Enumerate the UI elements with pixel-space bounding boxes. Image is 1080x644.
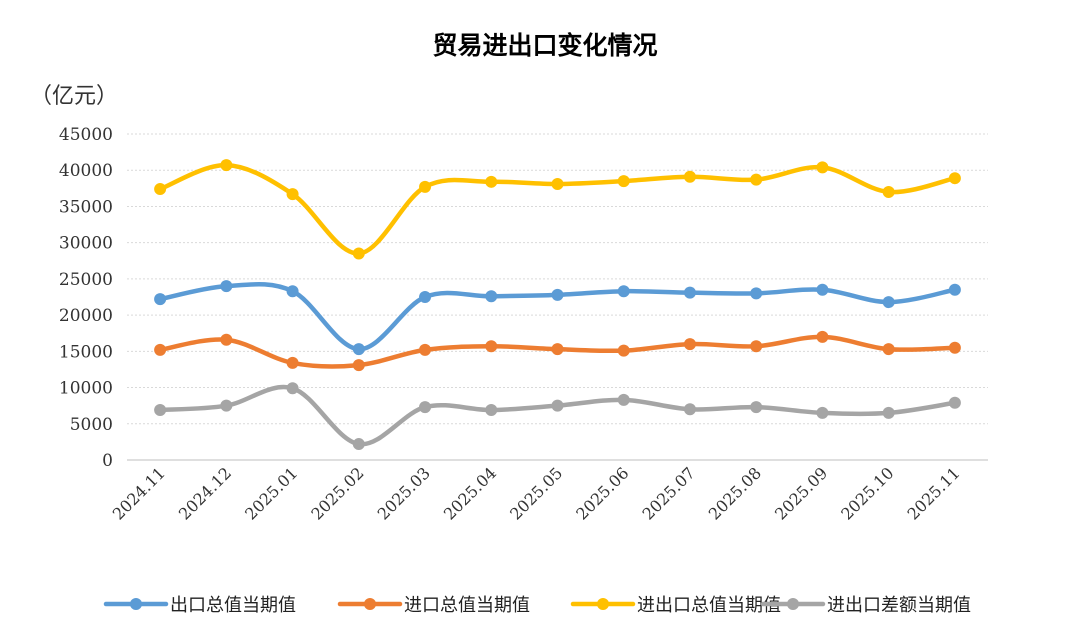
x-tick-label: 2025.11 bbox=[903, 463, 963, 523]
legend-label: 进出口差额当期值 bbox=[827, 595, 971, 616]
legend-label: 进口总值当期值 bbox=[404, 595, 530, 616]
legend-item: 出口总值当期值 bbox=[103, 595, 296, 616]
series-line bbox=[157, 384, 958, 447]
x-tick-label: 2025.06 bbox=[572, 463, 632, 523]
data-point bbox=[750, 287, 763, 300]
data-point bbox=[485, 340, 498, 353]
data-point bbox=[352, 247, 365, 260]
data-point bbox=[617, 175, 630, 188]
data-point bbox=[617, 393, 630, 406]
data-point bbox=[154, 293, 167, 306]
data-point bbox=[154, 343, 167, 356]
data-point bbox=[948, 283, 961, 296]
x-tick-label: 2025.02 bbox=[307, 463, 367, 523]
y-tick-label: 30000 bbox=[59, 234, 113, 254]
data-point bbox=[154, 183, 167, 196]
data-point bbox=[551, 288, 564, 301]
x-tick-label: 2025.04 bbox=[440, 463, 500, 523]
x-tick-label: 2025.09 bbox=[771, 463, 831, 523]
y-tick-label: 40000 bbox=[59, 161, 113, 181]
legend-marker-icon bbox=[364, 598, 376, 610]
data-point bbox=[617, 285, 630, 298]
data-point bbox=[683, 338, 696, 351]
data-point bbox=[419, 343, 432, 356]
legend-item: 进出口差额当期值 bbox=[760, 595, 971, 616]
data-point bbox=[286, 356, 299, 369]
data-point bbox=[683, 170, 696, 183]
data-point bbox=[551, 399, 564, 412]
series-1 bbox=[154, 330, 961, 372]
x-tick-label: 2025.07 bbox=[639, 463, 699, 523]
data-point bbox=[750, 173, 763, 186]
data-point bbox=[352, 438, 365, 451]
data-point bbox=[816, 406, 829, 419]
data-point bbox=[816, 161, 829, 174]
y-axis-unit-label: （亿元） bbox=[30, 84, 118, 109]
series-2 bbox=[154, 159, 961, 260]
data-point bbox=[617, 344, 630, 357]
y-tick-label: 25000 bbox=[59, 270, 113, 290]
y-tick-label: 20000 bbox=[59, 306, 113, 326]
data-point bbox=[220, 159, 233, 172]
legend-item: 进口总值当期值 bbox=[337, 595, 530, 616]
data-point bbox=[286, 382, 299, 395]
data-point bbox=[948, 172, 961, 185]
x-tick-label: 2025.01 bbox=[241, 463, 301, 523]
data-point bbox=[750, 340, 763, 353]
y-tick-label: 5000 bbox=[70, 415, 113, 435]
series-3 bbox=[154, 382, 961, 451]
data-point bbox=[220, 333, 233, 346]
data-point bbox=[750, 401, 763, 414]
data-point bbox=[485, 175, 498, 188]
data-point bbox=[683, 403, 696, 416]
x-tick-label: 2025.03 bbox=[374, 463, 434, 523]
x-tick-label: 2025.08 bbox=[705, 463, 765, 523]
data-point bbox=[352, 343, 365, 356]
x-tick-label: 2024.12 bbox=[175, 463, 235, 523]
data-point bbox=[882, 406, 895, 419]
legend-marker-icon bbox=[130, 598, 142, 610]
data-point bbox=[485, 290, 498, 303]
data-point bbox=[882, 296, 895, 309]
y-tick-label: 0 bbox=[102, 451, 113, 471]
y-tick-label: 10000 bbox=[59, 379, 113, 399]
legend-label: 进出口总值当期值 bbox=[637, 595, 781, 616]
data-point bbox=[419, 291, 432, 303]
data-point bbox=[948, 341, 961, 354]
y-tick-label: 35000 bbox=[59, 197, 113, 217]
data-point bbox=[882, 185, 895, 198]
data-point bbox=[286, 188, 299, 201]
data-point bbox=[816, 330, 829, 343]
data-point bbox=[816, 283, 829, 296]
series-0 bbox=[154, 280, 961, 356]
data-point bbox=[419, 401, 432, 414]
x-tick-label: 2024.11 bbox=[109, 463, 169, 523]
legend-marker-icon bbox=[787, 598, 799, 610]
y-tick-label: 45000 bbox=[59, 125, 113, 145]
legend-label: 出口总值当期值 bbox=[170, 595, 296, 616]
x-tick-label: 2025.05 bbox=[506, 463, 566, 523]
legend-marker-icon bbox=[597, 598, 609, 610]
data-point bbox=[948, 396, 961, 409]
data-point bbox=[683, 286, 696, 299]
data-point bbox=[551, 177, 564, 190]
data-point bbox=[154, 404, 167, 417]
data-point bbox=[220, 280, 233, 293]
data-point bbox=[551, 343, 564, 356]
data-point bbox=[882, 343, 895, 356]
x-tick-label: 2025.10 bbox=[837, 463, 897, 523]
y-tick-label: 15000 bbox=[59, 342, 113, 362]
chart-title: 贸易进出口变化情况 bbox=[432, 31, 657, 60]
legend-item: 进出口总值当期值 bbox=[570, 595, 781, 616]
data-point bbox=[352, 359, 365, 372]
data-point bbox=[419, 180, 432, 193]
data-point bbox=[485, 404, 498, 417]
data-point bbox=[220, 399, 233, 412]
data-point bbox=[286, 285, 299, 298]
